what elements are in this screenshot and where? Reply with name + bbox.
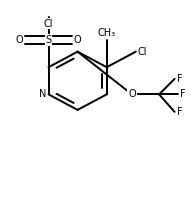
Text: O: O	[74, 35, 81, 45]
Text: O: O	[16, 35, 23, 45]
Text: F: F	[177, 74, 182, 84]
Text: Cl: Cl	[138, 47, 147, 57]
Text: F: F	[177, 107, 182, 117]
Text: S: S	[45, 35, 52, 45]
Text: O: O	[128, 89, 136, 99]
Text: F: F	[180, 89, 186, 99]
Text: N: N	[39, 89, 47, 99]
Text: Cl: Cl	[44, 19, 53, 29]
Text: CH₃: CH₃	[98, 28, 116, 38]
